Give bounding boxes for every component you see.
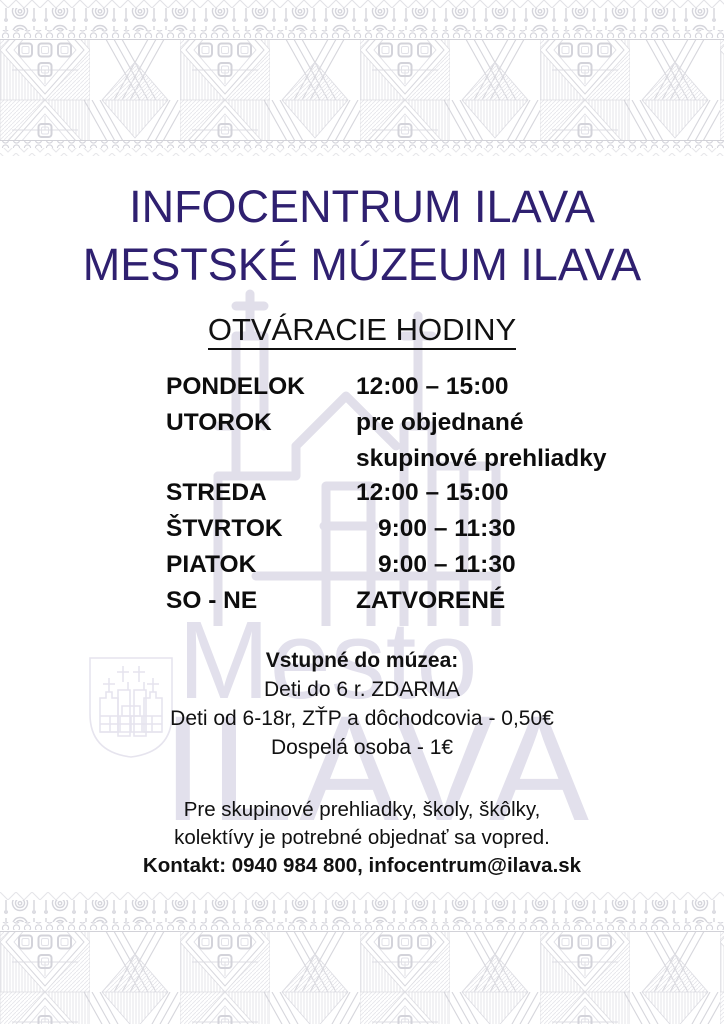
opening-hours-table: PONDELOK 12:00 – 15:00 UTOROK pre objedn…	[166, 370, 626, 620]
table-row: PONDELOK 12:00 – 15:00	[166, 370, 626, 406]
hours-time: 9:00 – 11:30	[378, 515, 516, 542]
admission-line: Deti od 6-18r, ZŤP a dôchodcovia - 0,50€	[170, 707, 554, 730]
table-row: ŠTVRTOK 9:00 – 11:30	[166, 512, 626, 548]
opening-hours-heading-text: OTVÁRACIE HODINY	[207, 312, 517, 350]
hours-day: UTOROK	[166, 409, 272, 436]
opening-hours-heading: OTVÁRACIE HODINY	[0, 312, 724, 350]
hours-day: ŠTVRTOK	[166, 515, 283, 542]
title-line-2: MESTSKÉ MÚZEUM ILAVA	[82, 239, 642, 290]
admission-prices: Vstupné do múzea: Deti do 6 r. ZDARMA De…	[0, 646, 724, 762]
contact-details: Kontakt: 0940 984 800, infocentrum@ilava…	[142, 854, 582, 877]
table-row: SO - NE ZATVORENÉ	[166, 584, 626, 620]
admission-heading: Vstupné do múzea:	[265, 649, 459, 672]
contact-note-line: kolektívy je potrebné objednať sa vopred…	[174, 826, 550, 849]
contact-block: Pre skupinové prehliadky, školy, škôlky,…	[0, 796, 724, 880]
hours-time: 12:00 – 15:00	[356, 373, 509, 400]
hours-day: PONDELOK	[166, 373, 305, 400]
table-row: skupinové prehliadky	[166, 442, 626, 476]
hours-day: STREDA	[166, 479, 267, 506]
hours-time: ZATVORENÉ	[356, 587, 506, 614]
hours-time: skupinové prehliadky	[356, 445, 607, 472]
hours-day: SO - NE	[166, 587, 258, 614]
hours-day: PIATOK	[166, 551, 257, 578]
admission-line: Dospelá osoba - 1€	[270, 736, 454, 759]
hours-time: 12:00 – 15:00	[356, 479, 509, 506]
contact-note-line: Pre skupinové prehliadky, školy, škôlky,	[183, 798, 541, 821]
table-row: UTOROK pre objednané	[166, 406, 626, 442]
title-line-1: INFOCENTRUM ILAVA	[129, 181, 595, 232]
poster-title: INFOCENTRUM ILAVA MESTSKÉ MÚZEUM ILAVA	[0, 178, 724, 294]
hours-time: pre objednané	[356, 409, 524, 436]
hours-time: 9:00 – 11:30	[378, 551, 516, 578]
table-row: STREDA 12:00 – 15:00	[166, 476, 626, 512]
admission-line: Deti do 6 r. ZDARMA	[263, 678, 461, 701]
table-row: PIATOK 9:00 – 11:30	[166, 548, 626, 584]
